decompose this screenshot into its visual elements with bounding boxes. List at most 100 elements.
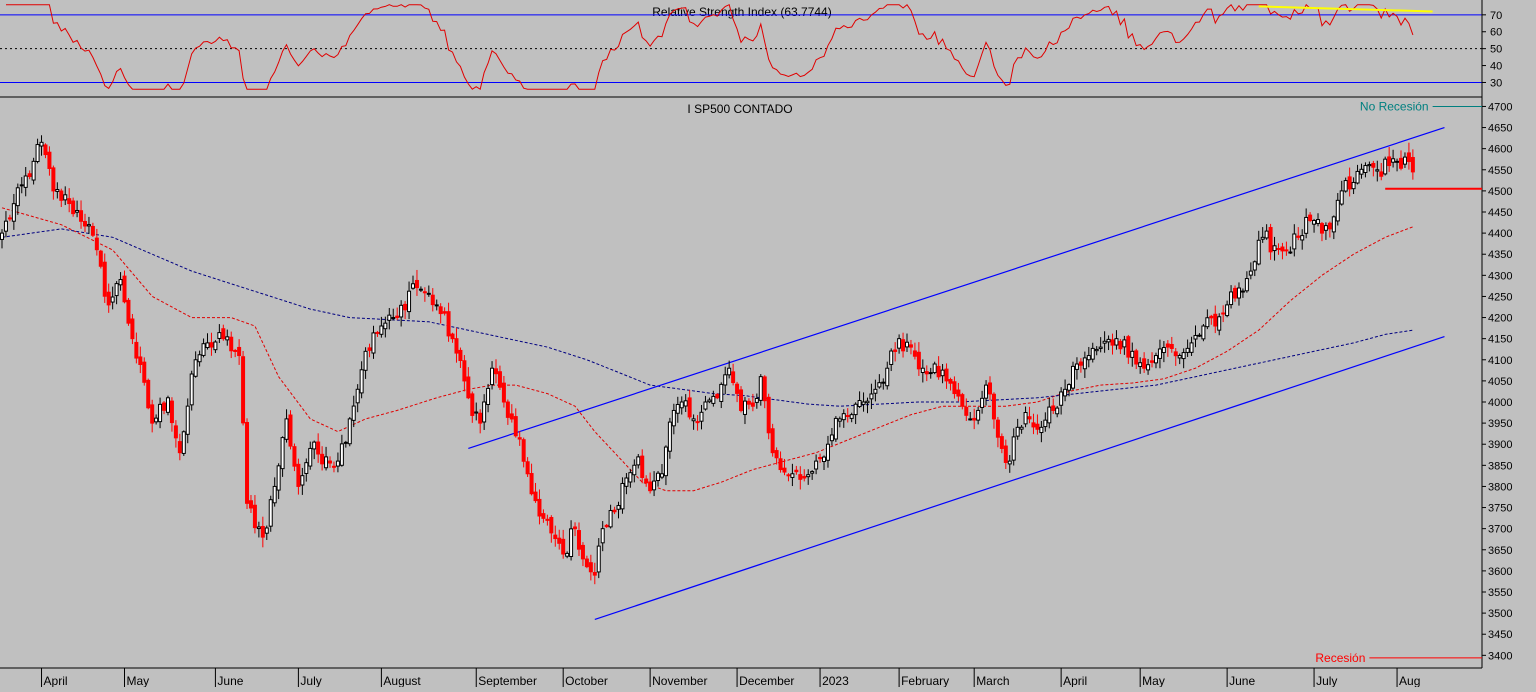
price-tick-label: 4300 bbox=[1488, 270, 1512, 282]
candle bbox=[916, 342, 921, 376]
month-tick: July bbox=[1313, 668, 1337, 688]
candle-body bbox=[600, 528, 605, 544]
candle bbox=[1102, 331, 1107, 353]
candle bbox=[521, 437, 526, 468]
price-tick-label: 3650 bbox=[1488, 545, 1512, 557]
candle bbox=[237, 339, 242, 365]
candle-body bbox=[497, 371, 502, 388]
candle-body bbox=[454, 338, 459, 354]
candle-body bbox=[1173, 351, 1178, 357]
candle bbox=[296, 458, 301, 495]
month-tick: May bbox=[1139, 668, 1165, 688]
candle-body bbox=[1146, 364, 1151, 371]
candle-body bbox=[549, 517, 554, 534]
candle-body bbox=[742, 400, 747, 415]
candle-body bbox=[628, 472, 633, 483]
candle-body bbox=[150, 404, 155, 424]
candle-body bbox=[466, 376, 471, 399]
candle bbox=[3, 211, 8, 238]
candle bbox=[185, 398, 190, 444]
candle bbox=[1177, 353, 1182, 365]
candle-body bbox=[948, 379, 953, 384]
candle bbox=[399, 300, 404, 327]
candle-body bbox=[1134, 350, 1139, 365]
candle bbox=[75, 200, 80, 218]
candle-body bbox=[1335, 199, 1340, 222]
month-label: May bbox=[1142, 674, 1165, 687]
candle-body bbox=[1304, 216, 1309, 234]
candle-body bbox=[3, 220, 8, 232]
candle bbox=[1011, 428, 1016, 466]
candle-body bbox=[154, 417, 159, 423]
candle bbox=[1244, 271, 1249, 293]
candle-body bbox=[774, 450, 779, 459]
candle-body bbox=[304, 462, 309, 474]
candle bbox=[659, 463, 664, 480]
candle-body bbox=[806, 474, 811, 478]
candle bbox=[628, 469, 633, 488]
candle bbox=[434, 299, 439, 311]
candle-body bbox=[292, 446, 297, 467]
candle-body bbox=[853, 403, 858, 416]
candle bbox=[656, 470, 661, 487]
candle bbox=[304, 458, 309, 482]
candle-body bbox=[1406, 152, 1411, 163]
candle bbox=[596, 538, 601, 579]
candle bbox=[1142, 352, 1147, 373]
candle bbox=[1165, 340, 1170, 357]
candle bbox=[343, 440, 348, 448]
price-tick-label: 3450 bbox=[1488, 629, 1512, 641]
candle bbox=[569, 520, 574, 561]
x-axis: April May June July August September October No… bbox=[0, 667, 1482, 688]
candle-body bbox=[865, 400, 870, 404]
price-tick: 4700 bbox=[1482, 101, 1512, 113]
candle bbox=[1296, 227, 1301, 241]
candle-body bbox=[177, 441, 182, 454]
candle-body bbox=[1189, 342, 1194, 353]
candle-body bbox=[300, 475, 305, 486]
candle bbox=[375, 330, 380, 337]
candle bbox=[418, 286, 423, 293]
month-tick: March bbox=[973, 668, 1010, 688]
candle-body bbox=[1296, 235, 1301, 238]
candle bbox=[260, 516, 265, 548]
candle bbox=[197, 350, 202, 367]
candle-body bbox=[592, 572, 597, 576]
candle-body bbox=[1316, 219, 1321, 224]
candle bbox=[1063, 379, 1068, 402]
candle bbox=[790, 463, 795, 487]
candle bbox=[82, 213, 87, 233]
candle bbox=[442, 307, 447, 316]
candle bbox=[944, 363, 949, 389]
candle-body bbox=[1319, 223, 1324, 234]
candle-body bbox=[296, 463, 301, 487]
candle bbox=[256, 521, 261, 538]
candle bbox=[1201, 323, 1206, 342]
candle-body bbox=[1256, 239, 1261, 265]
candle-body bbox=[988, 382, 992, 395]
month-label: April bbox=[44, 674, 68, 687]
candle-body bbox=[1272, 245, 1277, 252]
candle bbox=[391, 308, 396, 321]
candle bbox=[1363, 162, 1368, 178]
candle-body bbox=[252, 504, 257, 529]
candle bbox=[47, 146, 52, 176]
candle bbox=[1375, 160, 1380, 182]
candle-body bbox=[1209, 315, 1214, 319]
candle-body bbox=[940, 369, 945, 377]
candle-body bbox=[82, 220, 87, 227]
candle bbox=[241, 351, 246, 426]
price-tick: 4450 bbox=[1482, 207, 1512, 219]
candle-body bbox=[735, 383, 740, 394]
price-tick: 3900 bbox=[1482, 439, 1512, 451]
candle-body bbox=[656, 472, 661, 482]
candle bbox=[1355, 164, 1360, 185]
candle-body bbox=[1090, 347, 1095, 360]
candle bbox=[383, 316, 388, 338]
candle-body bbox=[1051, 405, 1056, 411]
candle bbox=[355, 384, 360, 413]
candle-body bbox=[67, 198, 72, 205]
candle bbox=[1383, 156, 1388, 176]
candle bbox=[430, 288, 435, 312]
